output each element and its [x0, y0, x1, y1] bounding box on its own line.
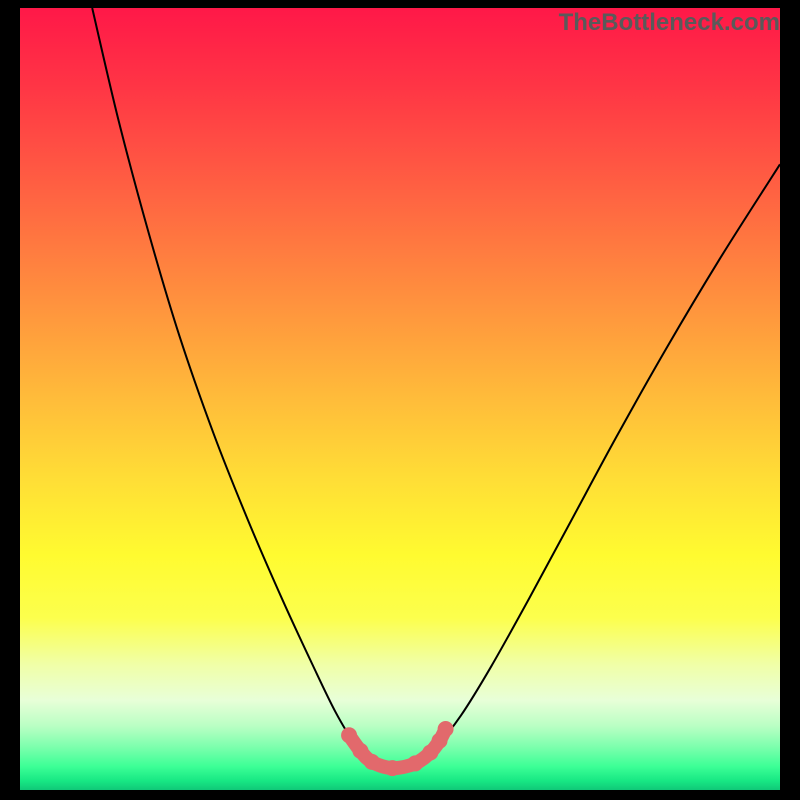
plot-area [20, 8, 780, 790]
watermark-text: TheBottleneck.com [559, 9, 780, 36]
optimal-range-highlight [341, 721, 454, 776]
bottleneck-curve [92, 8, 780, 768]
chart-container [0, 0, 800, 800]
curve-layer [20, 8, 780, 790]
watermark: TheBottleneck.com [559, 9, 780, 37]
